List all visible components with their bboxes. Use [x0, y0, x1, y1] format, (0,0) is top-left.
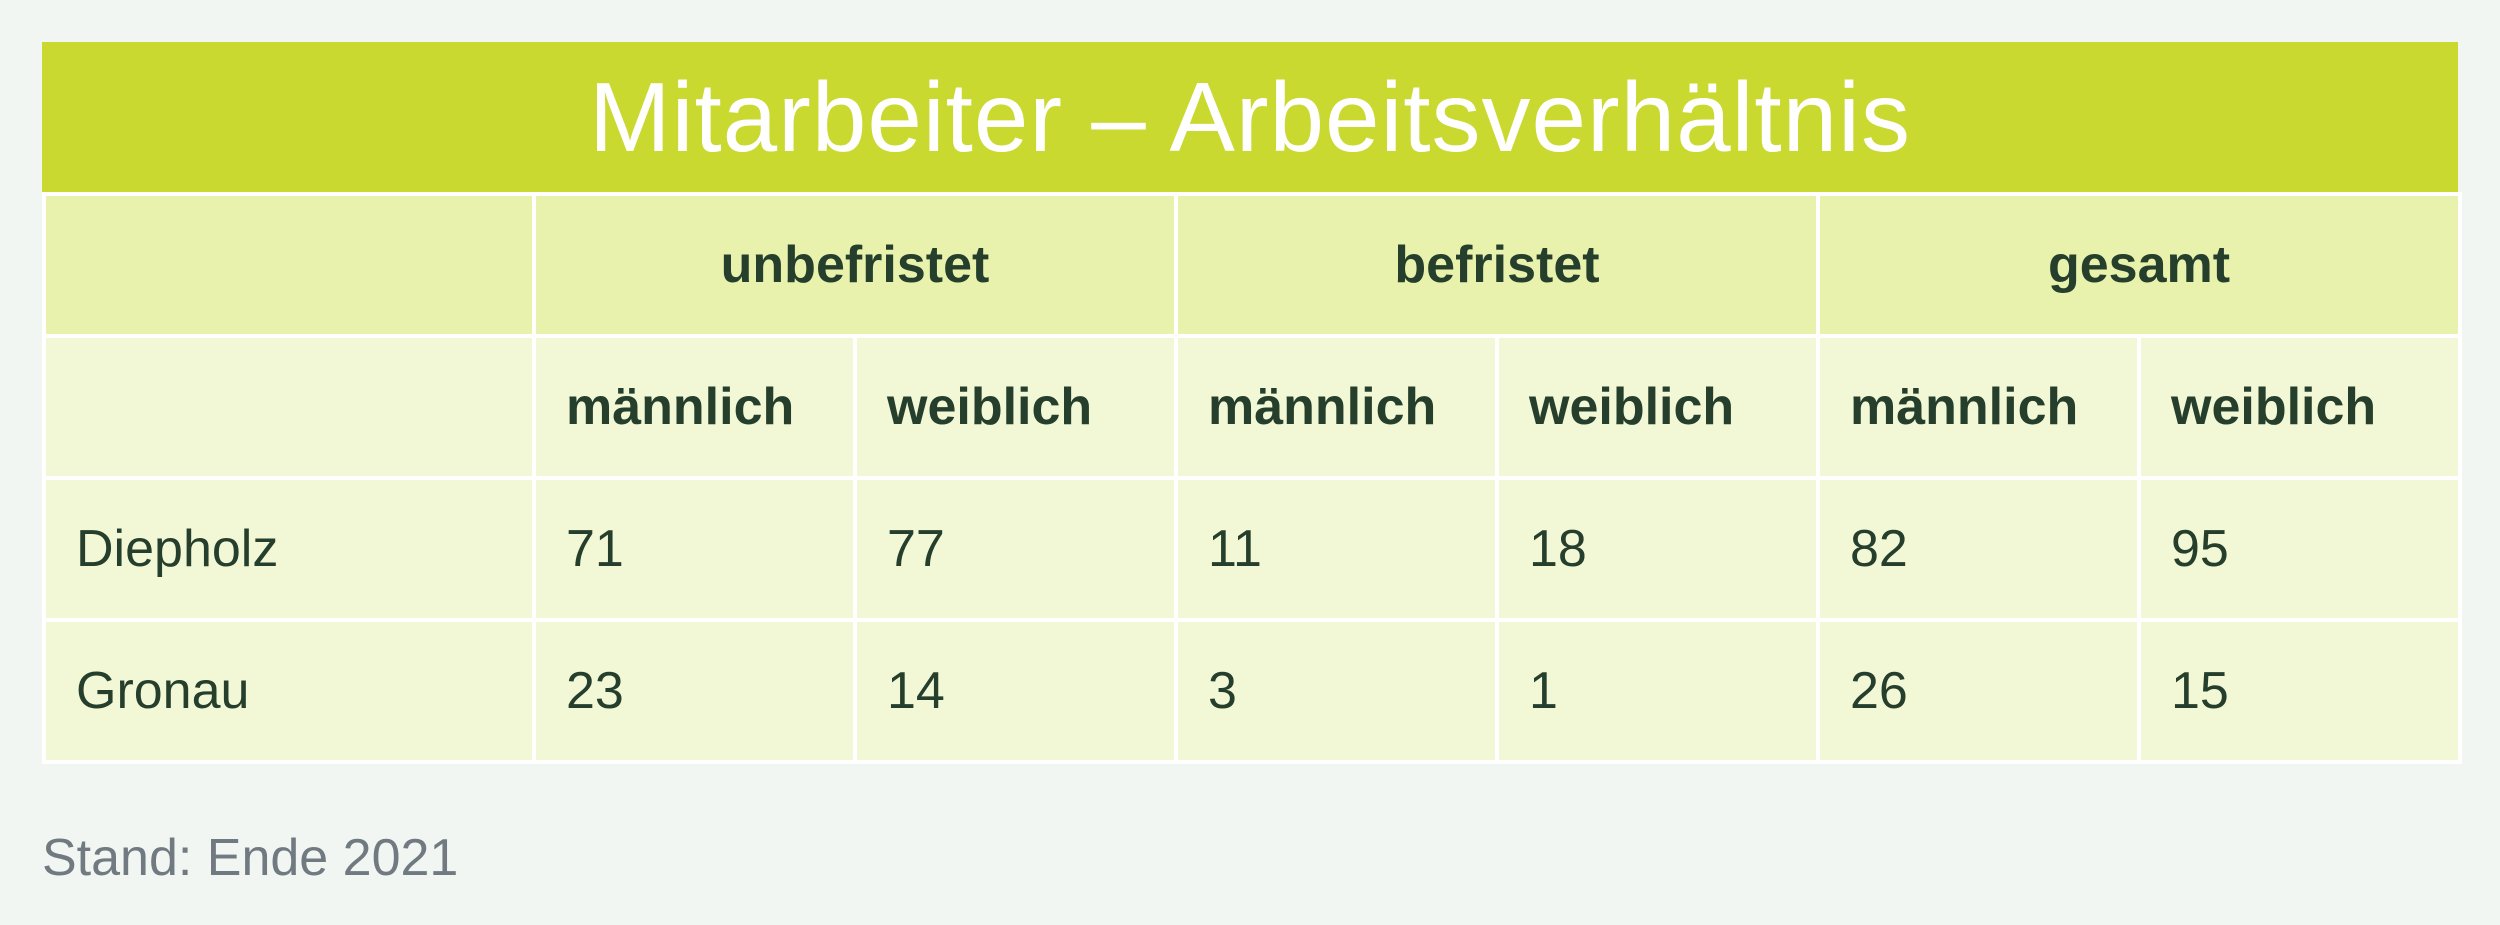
table-cell: 23: [532, 618, 857, 764]
sub-header-cell: männlich: [1174, 334, 1499, 480]
sub-header-row: männlich weiblich männlich weiblich männ…: [42, 334, 2463, 480]
sub-header-cell: weiblich: [853, 334, 1178, 480]
data-grid: unbefristet befristet gesamt männlich we…: [42, 192, 2463, 764]
empty-sub-corner-cell: [42, 334, 536, 480]
empty-corner-cell: [42, 192, 536, 338]
table-cell: 3: [1174, 618, 1499, 764]
table-cell: 82: [1816, 476, 2141, 622]
group-header-gesamt: gesamt: [1815, 192, 2463, 338]
sub-header-cell: weiblich: [2136, 334, 2463, 480]
table-cell: 71: [532, 476, 857, 622]
employment-table: Mitarbeiter – Arbeitsverhältnis unbefris…: [42, 42, 2463, 764]
group-header-unbefristet: unbefristet: [532, 192, 1178, 338]
table-cell: 15: [2136, 618, 2463, 764]
table-cell: 14: [853, 618, 1178, 764]
table-cell: 26: [1816, 618, 2141, 764]
table-cell: 77: [853, 476, 1178, 622]
sub-header-cell: männlich: [532, 334, 857, 480]
table-row: Gronau 23 14 3 1 26 15: [42, 618, 2463, 764]
table-row: Diepholz 71 77 11 18 82 95: [42, 476, 2463, 622]
sub-header-cell: männlich: [1816, 334, 2141, 480]
footnote: Stand: Ende 2021: [42, 829, 459, 887]
table-cell: 95: [2136, 476, 2463, 622]
sub-header-cell: weiblich: [1495, 334, 1820, 480]
row-label: Diepholz: [42, 476, 536, 622]
group-header-row: unbefristet befristet gesamt: [42, 192, 2463, 338]
table-cell: 11: [1174, 476, 1499, 622]
table-cell: 18: [1495, 476, 1820, 622]
table-title: Mitarbeiter – Arbeitsverhältnis: [42, 42, 2458, 192]
row-label: Gronau: [42, 618, 536, 764]
table-cell: 1: [1495, 618, 1820, 764]
group-header-befristet: befristet: [1174, 192, 1820, 338]
